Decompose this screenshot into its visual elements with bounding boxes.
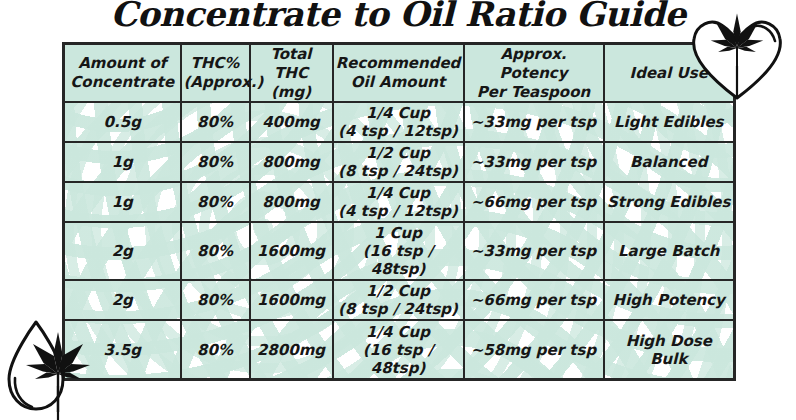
- cell-amount: 2g: [64, 280, 181, 320]
- cell-thc-pct: 80%: [181, 320, 250, 379]
- column-header-thc-pct: THC% (Approx.): [181, 44, 250, 103]
- cell-potency: ~33mg per tsp: [464, 222, 604, 281]
- cell-thc-pct: 80%: [181, 280, 250, 320]
- table-row: 0.5g 80% 400mg 1/4 Cup (4 tsp / 12tsp) ~…: [64, 102, 735, 142]
- cell-thc-pct: 80%: [181, 142, 250, 182]
- cell-thc-pct: 80%: [181, 222, 250, 281]
- cell-potency: ~66mg per tsp: [464, 182, 604, 222]
- table-row: 2g 80% 1600mg 1 Cup (16 tsp / 48tsp) ~33…: [64, 222, 735, 281]
- cell-total-thc: 400mg: [250, 102, 333, 142]
- cell-potency: ~58mg per tsp: [464, 320, 604, 379]
- cell-thc-pct: 80%: [181, 182, 250, 222]
- infographic-canvas: Concentrate to Oil Ratio Guide Amount of…: [0, 0, 796, 420]
- cell-total-thc: 1600mg: [250, 222, 333, 281]
- cell-oil: 1/2 Cup (8 tsp / 24tsp): [333, 280, 464, 320]
- cell-total-thc: 800mg: [250, 182, 333, 222]
- column-header-amount: Amount of Concentrate: [64, 44, 181, 103]
- cell-potency: ~33mg per tsp: [464, 142, 604, 182]
- table-row: 1g 80% 800mg 1/2 Cup (8 tsp / 24tsp) ~33…: [64, 142, 735, 182]
- cell-ideal-use: Balanced: [604, 142, 735, 182]
- table-row: 2g 80% 1600mg 1/2 Cup (8 tsp / 24tsp) ~6…: [64, 280, 735, 320]
- table-row: 3.5g 80% 2800mg 1/4 Cup (16 tsp / 48tsp)…: [64, 320, 735, 379]
- cell-oil: 1/2 Cup (8 tsp / 24tsp): [333, 142, 464, 182]
- concentrate-oil-table: Amount of Concentrate THC% (Approx.) Tot…: [62, 42, 736, 381]
- column-header-potency: Approx. Potency Per Teaspoon: [464, 44, 604, 103]
- cell-ideal-use: Strong Edibles: [604, 182, 735, 222]
- cell-total-thc: 1600mg: [250, 280, 333, 320]
- cell-total-thc: 2800mg: [250, 320, 333, 379]
- cell-amount: 0.5g: [64, 102, 181, 142]
- column-header-oil: Recommended Oil Amount: [333, 44, 464, 103]
- cell-potency: ~66mg per tsp: [464, 280, 604, 320]
- cell-ideal-use: High Potency: [604, 280, 735, 320]
- cell-amount: 1g: [64, 142, 181, 182]
- cell-oil: 1 Cup (16 tsp / 48tsp): [333, 222, 464, 281]
- cell-thc-pct: 80%: [181, 102, 250, 142]
- header-row: Amount of Concentrate THC% (Approx.) Tot…: [64, 44, 735, 103]
- cell-amount: 2g: [64, 222, 181, 281]
- table-row: 1g 80% 800mg 1/4 Cup (4 tsp / 12tsp) ~66…: [64, 182, 735, 222]
- cell-potency: ~33mg per tsp: [464, 102, 604, 142]
- cell-oil: 1/4 Cup (4 tsp / 12tsp): [333, 102, 464, 142]
- cell-total-thc: 800mg: [250, 142, 333, 182]
- drop-cannabis-leaf-icon: [2, 316, 110, 420]
- cell-oil: 1/4 Cup (16 tsp / 48tsp): [333, 320, 464, 379]
- ratio-table: Amount of Concentrate THC% (Approx.) Tot…: [62, 42, 733, 381]
- page-title: Concentrate to Oil Ratio Guide: [0, 0, 796, 34]
- cell-ideal-use: Large Batch: [604, 222, 735, 281]
- cell-ideal-use: High Dose Bulk: [604, 320, 735, 379]
- cell-ideal-use: Light Edibles: [604, 102, 735, 142]
- cell-oil: 1/4 Cup (4 tsp / 12tsp): [333, 182, 464, 222]
- cell-amount: 1g: [64, 182, 181, 222]
- heart-cannabis-leaf-icon: [682, 8, 792, 106]
